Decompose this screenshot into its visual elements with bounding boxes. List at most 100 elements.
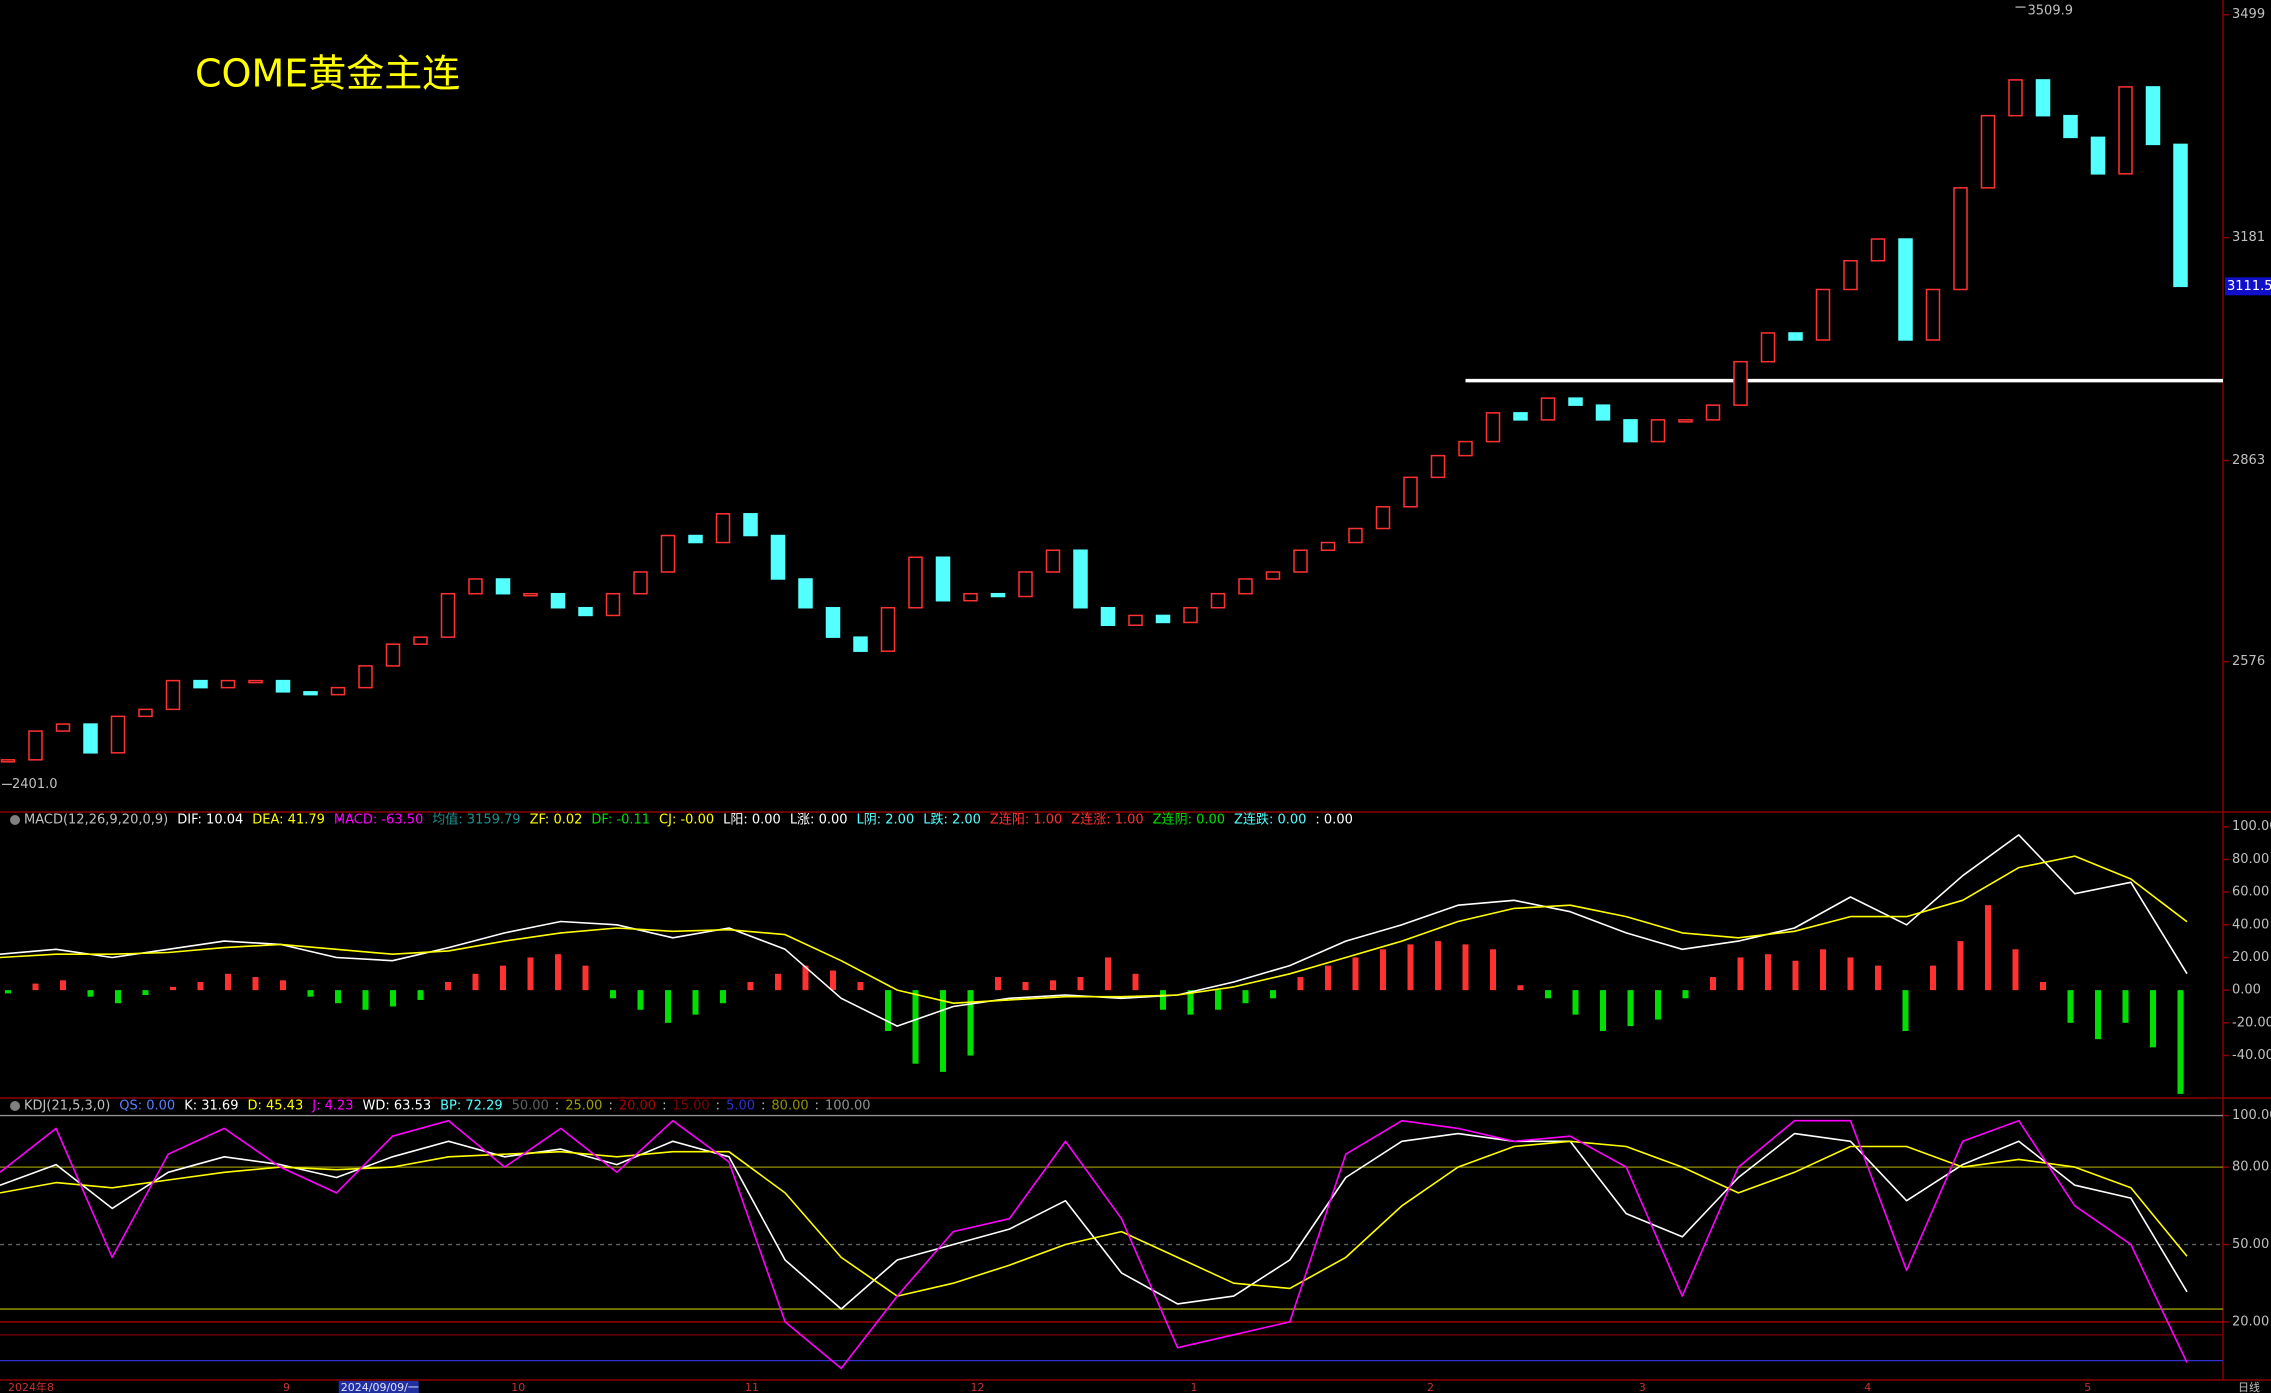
level-label: 25.00 [565, 1099, 602, 1114]
macd-bar [775, 973, 781, 991]
candle [605, 592, 621, 617]
low-label: 2401.0 [12, 777, 58, 792]
macd-bar [1352, 957, 1359, 991]
macd-bar [1710, 977, 1716, 991]
level-separator: : [555, 1099, 559, 1114]
y-tick-label: 100.00 [2232, 819, 2271, 834]
high-label: 3509.9 [2028, 4, 2074, 19]
macd-bar [527, 957, 534, 991]
candle [1320, 541, 1336, 551]
indicator-value: L涨: 0.00 [790, 813, 848, 828]
level-label: 50.00 [512, 1099, 549, 1114]
candle [1293, 549, 1308, 573]
x-tick-label: 1 [1191, 1381, 1198, 1393]
candle [0, 759, 16, 763]
indicator-line [0, 1119, 2188, 1370]
candle [2008, 79, 2023, 117]
candle [1843, 260, 1858, 291]
x-tick-label: 12 [971, 1381, 985, 1393]
candle [1155, 614, 1171, 624]
candle [1430, 454, 1446, 479]
macd-bar [665, 990, 671, 1023]
macd-bar [1490, 949, 1496, 991]
macd-bar [610, 990, 616, 999]
candle [1705, 404, 1721, 421]
candle [1238, 578, 1253, 595]
indicator-value: KDJ(21,5,3,0) [24, 1099, 110, 1114]
indicator-value: D: 45.43 [247, 1099, 303, 1114]
candle [1073, 549, 1088, 609]
indicator-value: L跌: 2.00 [923, 812, 981, 828]
macd-bar [1380, 949, 1386, 991]
macd-bar [1517, 985, 1524, 991]
macd-bar [1737, 957, 1744, 991]
candle [193, 679, 208, 689]
candle [1265, 571, 1281, 580]
macd-bar [1902, 990, 1909, 1031]
candle [495, 578, 511, 595]
macd-bar [1957, 941, 1964, 991]
candle [2063, 114, 2078, 139]
macd-bar [280, 980, 286, 991]
candle [468, 578, 483, 595]
indicator-value: L阳: 0.00 [723, 813, 781, 828]
y-tick-label: 3499 [2232, 7, 2265, 22]
candle [1485, 412, 1501, 443]
candle [1018, 571, 1033, 598]
macd-bar [1847, 957, 1854, 991]
macd-bar [2012, 949, 2019, 991]
candle [1953, 187, 1968, 291]
macd-bar [390, 990, 396, 1007]
macd-bar [1160, 990, 1166, 1010]
macd-bar [1655, 990, 1661, 1020]
y-tick-label: -40.00 [2232, 1048, 2271, 1063]
macd-bar [967, 990, 974, 1056]
macd-bar [720, 990, 726, 1004]
macd-bar [5, 990, 11, 994]
macd-bar [1875, 965, 1881, 991]
macd-bar [1022, 981, 1029, 991]
candle [1678, 419, 1693, 423]
candle [1623, 419, 1638, 443]
candle [2173, 143, 2188, 288]
macd-bar [747, 981, 754, 991]
macd-bar [1462, 944, 1469, 991]
indicator-value: Z连阴: 0.00 [1153, 812, 1225, 828]
macd-bar [32, 983, 39, 991]
candle [935, 556, 951, 602]
candle [1458, 440, 1473, 457]
y-tick-label: 80.00 [2232, 1160, 2269, 1175]
indicator-value: Z连涨: 1.00 [1071, 812, 1143, 828]
candle [1540, 397, 1556, 421]
macd-bar [1242, 990, 1249, 1004]
level-separator: : [716, 1099, 720, 1114]
candle [83, 723, 98, 754]
candle [1980, 114, 1996, 189]
candle [1210, 592, 1226, 609]
indicator-value: Z连跌: 0.00 [1234, 812, 1306, 828]
macd-bar [1050, 980, 1056, 991]
y-tick-label: 20.00 [2232, 1314, 2269, 1329]
candle [2035, 79, 2051, 117]
header-icon [10, 1101, 20, 1111]
macd-bar [2177, 990, 2184, 1094]
candle [853, 636, 868, 652]
macd-bar [940, 990, 946, 1072]
candle [880, 606, 896, 652]
macd-bar [2095, 990, 2101, 1040]
macd-bar [170, 986, 176, 991]
y-tick-label: 50.00 [2232, 1237, 2269, 1252]
macd-bar [60, 980, 66, 991]
indicator-value: L阴: 2.00 [857, 813, 915, 828]
candle [220, 679, 236, 689]
macd-bar [555, 954, 561, 991]
y-tick-label: 40.00 [2232, 917, 2269, 932]
candle [1650, 419, 1666, 443]
x-tick-label: 10 [511, 1381, 525, 1393]
indicator-value: MACD: -63.50 [334, 813, 423, 828]
macd-bar [802, 965, 809, 991]
candle [1595, 404, 1611, 421]
